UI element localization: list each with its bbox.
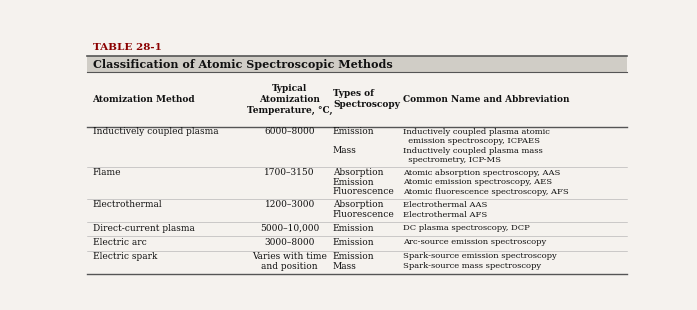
Text: Emission: Emission: [333, 251, 374, 260]
Text: emission spectroscopy, ICPAES: emission spectroscopy, ICPAES: [403, 137, 540, 145]
Text: 6000–8000: 6000–8000: [264, 127, 315, 136]
Text: 5000–10,000: 5000–10,000: [260, 224, 319, 232]
FancyBboxPatch shape: [87, 56, 627, 72]
Text: and position: and position: [261, 262, 318, 271]
Text: Electric spark: Electric spark: [93, 251, 157, 260]
Text: TABLE 28-1: TABLE 28-1: [93, 43, 162, 52]
Text: Spark-source mass spectroscopy: Spark-source mass spectroscopy: [403, 262, 542, 270]
Text: Fluorescence: Fluorescence: [333, 210, 395, 219]
Text: Inductively coupled plasma: Inductively coupled plasma: [93, 127, 218, 136]
Text: Varies with time: Varies with time: [252, 251, 327, 260]
Text: Flame: Flame: [93, 168, 121, 177]
Text: DC plasma spectroscopy, DCP: DC plasma spectroscopy, DCP: [403, 224, 530, 232]
Text: Inductively coupled plasma mass: Inductively coupled plasma mass: [403, 147, 543, 155]
Text: Common Name and Abbreviation: Common Name and Abbreviation: [403, 95, 569, 104]
Text: spectrometry, ICP-MS: spectrometry, ICP-MS: [403, 156, 501, 164]
Text: Atomic absorption spectroscopy, AAS: Atomic absorption spectroscopy, AAS: [403, 169, 560, 177]
Text: Electrothermal AAS: Electrothermal AAS: [403, 201, 487, 209]
Text: Inductively coupled plasma atomic: Inductively coupled plasma atomic: [403, 128, 550, 136]
Text: Emission: Emission: [333, 178, 374, 187]
Text: Arc-source emission spectroscopy: Arc-source emission spectroscopy: [403, 238, 546, 246]
Text: Electrothermal: Electrothermal: [93, 200, 162, 209]
Text: 3000–8000: 3000–8000: [264, 238, 315, 247]
Text: Electrothermal AFS: Electrothermal AFS: [403, 210, 487, 219]
Text: Atomization Method: Atomization Method: [93, 95, 195, 104]
Text: Classification of Atomic Spectroscopic Methods: Classification of Atomic Spectroscopic M…: [93, 59, 392, 69]
Text: Atomic emission spectroscopy, AES: Atomic emission spectroscopy, AES: [403, 178, 552, 186]
Text: Absorption: Absorption: [333, 168, 383, 177]
Text: 1700–3150: 1700–3150: [264, 168, 315, 177]
Text: Emission: Emission: [333, 127, 374, 136]
Text: Emission: Emission: [333, 238, 374, 247]
Text: Types of
Spectroscopy: Types of Spectroscopy: [333, 89, 400, 109]
Text: Electric arc: Electric arc: [93, 238, 146, 247]
Text: Typical
Atomization
Temperature, °C,: Typical Atomization Temperature, °C,: [247, 84, 332, 115]
Text: Mass: Mass: [333, 146, 357, 155]
Text: Fluorescence: Fluorescence: [333, 187, 395, 196]
Text: Spark-source emission spectroscopy: Spark-source emission spectroscopy: [403, 252, 557, 260]
Text: Atomic fluorescence spectroscopy, AFS: Atomic fluorescence spectroscopy, AFS: [403, 188, 569, 196]
Text: Mass: Mass: [333, 262, 357, 271]
Text: Absorption: Absorption: [333, 200, 383, 209]
Text: 1200–3000: 1200–3000: [265, 200, 315, 209]
Text: Emission: Emission: [333, 224, 374, 232]
Text: Direct-current plasma: Direct-current plasma: [93, 224, 194, 232]
